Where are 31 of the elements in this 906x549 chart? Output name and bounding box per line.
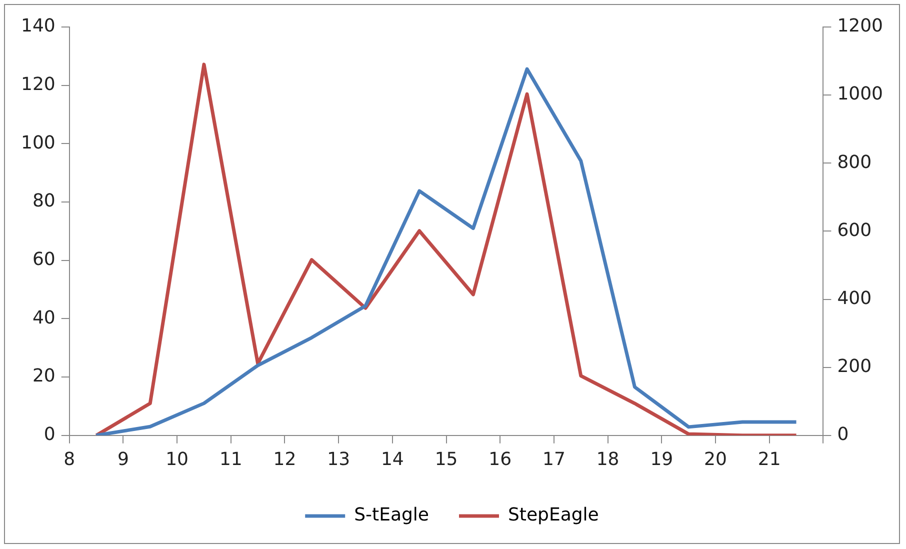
y-tick-label: 100: [20, 132, 56, 154]
x-tick-label: 12: [273, 448, 296, 470]
x-tick-label: 20: [704, 448, 727, 470]
y-tick-label: 120: [20, 74, 56, 96]
y-tick-label: 60: [32, 249, 56, 270]
y2-tick-label: 200: [837, 356, 872, 378]
legend-label: S-tEagle: [354, 504, 430, 526]
x-tick-label: 21: [758, 448, 781, 470]
y2-tick-label: 1200: [837, 16, 884, 37]
x-tick-label: 11: [219, 448, 242, 470]
y-tick-label: 20: [32, 366, 56, 387]
x-tick-label: 10: [166, 448, 188, 470]
x-tick-label: 19: [650, 448, 674, 470]
x-tick-label: 13: [327, 448, 350, 470]
x-tick-label: 16: [488, 448, 512, 470]
y2-tick-label: 800: [837, 152, 872, 173]
legend-label: StepEagle: [508, 504, 599, 526]
y-tick-label: 40: [32, 307, 56, 328]
x-tick-label: 8: [64, 448, 76, 470]
y2-tick-label: 1000: [837, 84, 884, 105]
y2-tick-label: 0: [837, 424, 849, 446]
y2-tick-label: 400: [837, 288, 872, 309]
x-tick-label: 14: [380, 448, 404, 470]
y2-tick-label: 600: [837, 220, 872, 241]
y-tick-label: 80: [32, 190, 56, 212]
x-tick-label: 9: [117, 448, 129, 470]
y-tick-label: 140: [20, 16, 56, 37]
x-tick-label: 17: [542, 448, 566, 470]
x-tick-label: 18: [596, 448, 620, 470]
y-tick-label: 0: [44, 424, 56, 446]
x-tick-label: 15: [434, 448, 458, 470]
